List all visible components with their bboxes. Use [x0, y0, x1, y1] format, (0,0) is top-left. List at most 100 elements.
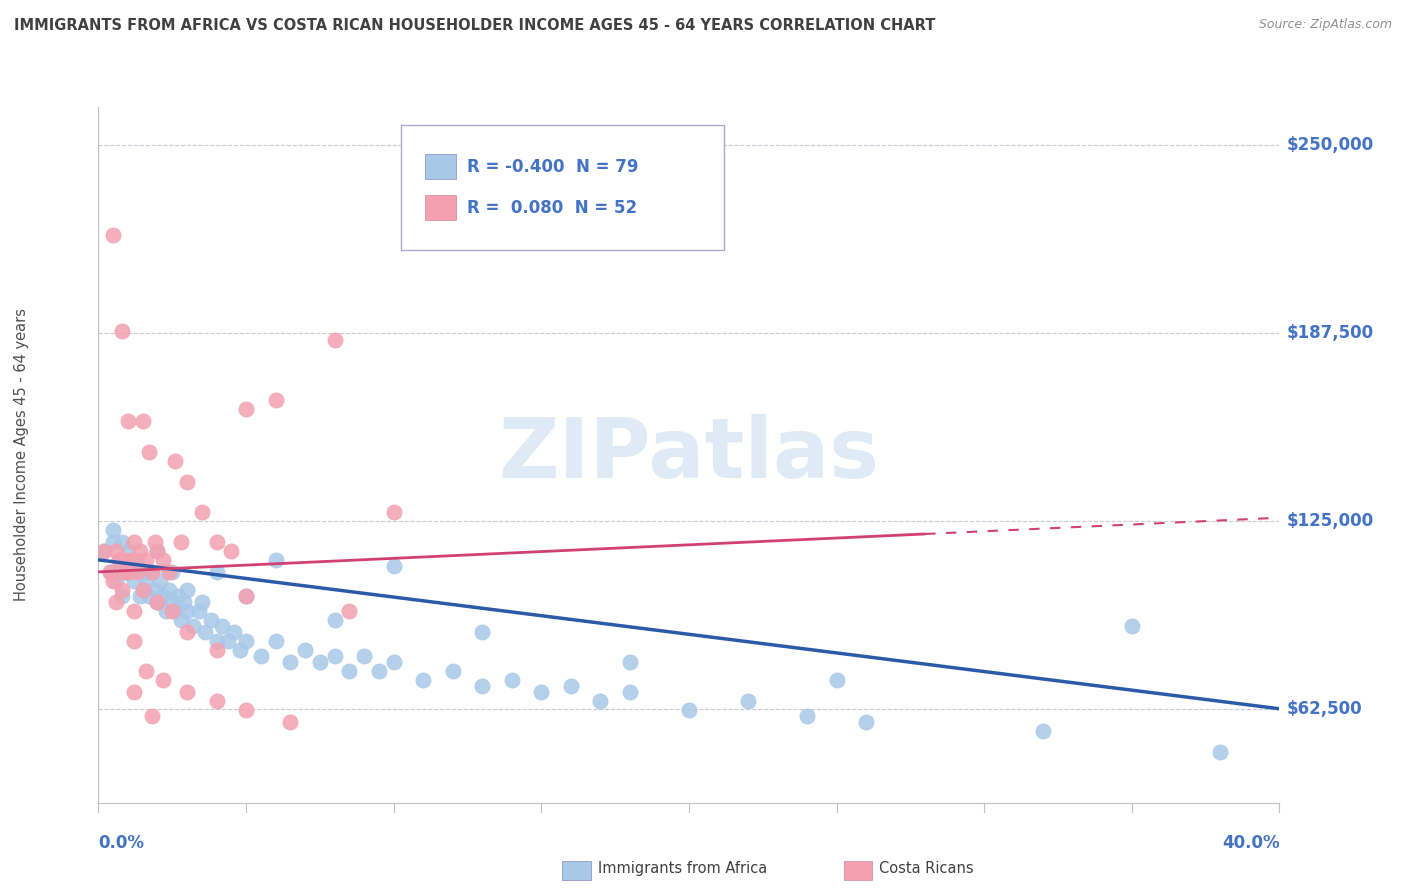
Point: [205, 565, 228, 579]
Point: [176, 625, 198, 640]
Point: [337, 604, 360, 618]
Point: [135, 664, 157, 678]
Point: [194, 625, 217, 640]
Point: [132, 565, 155, 579]
Point: [176, 475, 198, 489]
Point: [117, 414, 139, 428]
Point: [170, 613, 193, 627]
Point: [173, 595, 195, 609]
Point: [250, 649, 273, 664]
Point: [205, 534, 228, 549]
Text: R =  0.080  N = 52: R = 0.080 N = 52: [467, 199, 637, 217]
Point: [294, 643, 316, 657]
Point: [155, 604, 177, 618]
Text: Immigrants from Africa: Immigrants from Africa: [598, 862, 766, 876]
Point: [323, 649, 346, 664]
Point: [152, 589, 174, 603]
Point: [337, 664, 360, 678]
Point: [278, 715, 302, 730]
Point: [146, 544, 169, 558]
Point: [162, 595, 183, 609]
Point: [135, 574, 157, 588]
Point: [141, 565, 163, 579]
Point: [138, 589, 160, 603]
Point: [111, 589, 134, 603]
Point: [146, 544, 169, 558]
Point: [181, 619, 204, 633]
Point: [278, 655, 302, 669]
Point: [1032, 724, 1054, 739]
Point: [114, 565, 136, 579]
Point: [382, 505, 405, 519]
Point: [441, 664, 464, 678]
Point: [120, 553, 142, 567]
Point: [264, 553, 287, 567]
Point: [855, 715, 877, 730]
Point: [111, 582, 134, 597]
Point: [471, 679, 494, 693]
Point: [105, 574, 128, 588]
Point: [114, 565, 136, 579]
Point: [170, 534, 193, 549]
Text: ZIPatlas: ZIPatlas: [499, 415, 879, 495]
Text: $125,000: $125,000: [1286, 512, 1374, 530]
Point: [200, 613, 222, 627]
Point: [471, 625, 494, 640]
Point: [143, 534, 166, 549]
Point: [108, 553, 131, 567]
Point: [111, 324, 134, 338]
Text: 40.0%: 40.0%: [1222, 834, 1279, 852]
Point: [103, 523, 125, 537]
Point: [235, 634, 257, 648]
Point: [167, 589, 190, 603]
Point: [796, 709, 818, 723]
Point: [219, 544, 242, 558]
Point: [205, 634, 228, 648]
Point: [1121, 619, 1143, 633]
Point: [146, 595, 169, 609]
Text: Source: ZipAtlas.com: Source: ZipAtlas.com: [1258, 18, 1392, 31]
Text: R = -0.400  N = 79: R = -0.400 N = 79: [467, 158, 638, 176]
Point: [105, 595, 128, 609]
Point: [98, 565, 121, 579]
Point: [128, 544, 150, 558]
Point: [103, 534, 125, 549]
Point: [93, 544, 115, 558]
Point: [353, 649, 375, 664]
Point: [108, 553, 131, 567]
Text: IMMIGRANTS FROM AFRICA VS COSTA RICAN HOUSEHOLDER INCOME AGES 45 - 64 YEARS CORR: IMMIGRANTS FROM AFRICA VS COSTA RICAN HO…: [14, 18, 935, 33]
Point: [146, 595, 169, 609]
Point: [141, 565, 163, 579]
Point: [132, 582, 155, 597]
Point: [125, 553, 148, 567]
Point: [501, 673, 523, 688]
Point: [229, 643, 252, 657]
Point: [176, 604, 198, 618]
Point: [235, 402, 257, 417]
Point: [128, 589, 150, 603]
Point: [122, 553, 145, 567]
Text: 0.0%: 0.0%: [98, 834, 145, 852]
Point: [412, 673, 434, 688]
Point: [135, 553, 157, 567]
Point: [235, 703, 257, 717]
Text: $62,500: $62,500: [1286, 700, 1362, 718]
Point: [309, 655, 332, 669]
Point: [149, 574, 172, 588]
Point: [205, 694, 228, 708]
Point: [191, 595, 214, 609]
Point: [191, 505, 214, 519]
Point: [1209, 746, 1232, 760]
Point: [111, 534, 134, 549]
Point: [114, 553, 136, 567]
Point: [103, 227, 125, 242]
Point: [122, 534, 145, 549]
Point: [211, 619, 233, 633]
Point: [162, 565, 183, 579]
Text: $250,000: $250,000: [1286, 136, 1374, 153]
Point: [382, 655, 405, 669]
Point: [224, 625, 246, 640]
Point: [117, 544, 139, 558]
Point: [235, 589, 257, 603]
Point: [368, 664, 391, 678]
